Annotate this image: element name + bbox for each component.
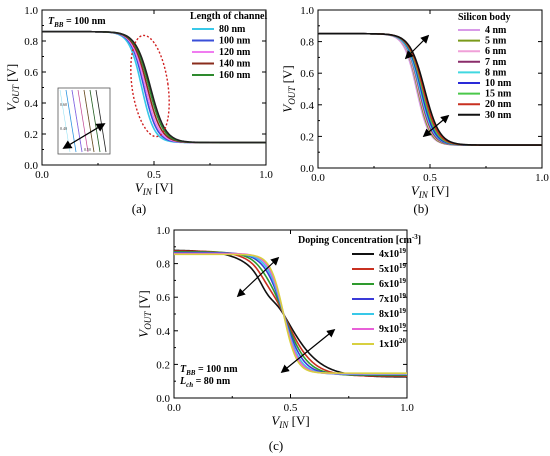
y-tick-label: 0.0 <box>24 160 38 172</box>
panel-label-b: (b) <box>413 201 428 216</box>
y-tick-label: 1.0 <box>156 225 170 237</box>
y-tick-label: 0.0 <box>156 393 170 405</box>
y-tick-label: 0.4 <box>24 98 38 110</box>
highlight-ellipse <box>130 34 170 138</box>
x-tick-label: 0.0 <box>35 169 49 181</box>
x-tick-label: 0.5 <box>284 402 298 414</box>
legend-label: 7 nm <box>485 57 507 68</box>
legend-title: Silicon body <box>458 12 511 23</box>
legend-label: 10 nm <box>485 78 512 89</box>
y-axis-label: VOUT [V] <box>280 65 297 112</box>
y-tick-label: 0.0 <box>300 163 314 175</box>
legend-label: 6x1019 <box>379 277 407 290</box>
y-axis-label: VOUT [V] <box>136 290 153 337</box>
legend-label: 20 nm <box>485 99 512 110</box>
legend-label: 15 nm <box>485 89 512 100</box>
legend-label: 6 nm <box>485 46 507 57</box>
y-tick-label: 0.2 <box>24 129 38 141</box>
plot-frame <box>317 9 543 169</box>
inset-tick-label: 0.40 <box>60 126 67 131</box>
x-tick-label: 0.0 <box>311 172 325 184</box>
legend-title: Doping Concentration [cm-3] <box>298 233 421 246</box>
inset-arrow <box>62 123 106 149</box>
legend-label: 5x1019 <box>379 262 407 275</box>
annotation-line: Lch = 80 nm <box>179 376 231 389</box>
legend-label: 4 nm <box>485 25 507 36</box>
inset-tick-label: 0.50 <box>84 147 91 152</box>
y-tick-label: 0.8 <box>24 36 38 48</box>
trend-arrow-bottom <box>280 328 336 374</box>
chart-panel-c: 0.0 0.5 1.0 0.0 0.2 0.4 0.6 0.8 1.0 VIN [V] VOUT [… <box>136 225 421 453</box>
inset-tick-label: 0.60 <box>60 102 67 107</box>
inset-zoom: 0.60 0.40 0.50 <box>57 87 111 155</box>
legend-label: 4x1019 <box>379 247 407 260</box>
x-tick-label: 0.0 <box>167 402 181 414</box>
trend-arrow-top <box>236 256 280 298</box>
legend-label: 30 nm <box>485 110 512 121</box>
legend-label: 1x1020 <box>379 337 407 350</box>
panel-label-a: (a) <box>132 201 146 216</box>
y-tick-label: 0.8 <box>300 37 314 49</box>
y-tick-label: 0.6 <box>300 68 314 80</box>
y-tick-label: 0.8 <box>156 259 170 271</box>
x-axis-label: VIN [V] <box>135 180 173 197</box>
legend-label: 8x1019 <box>379 307 407 320</box>
y-tick-label: 0.6 <box>24 67 38 79</box>
y-tick-label: 0.2 <box>300 131 314 143</box>
trend-arrow-top <box>404 34 430 60</box>
annotation-tbb: TBB = 100 nm <box>48 16 106 29</box>
y-tick-label: 1.0 <box>300 5 314 17</box>
series-line-extra <box>42 30 266 144</box>
y-tick-label: 0.6 <box>156 292 170 304</box>
legend-label: 160 nm <box>219 70 251 81</box>
legend-label: 80 nm <box>219 24 246 35</box>
legend-label: 120 nm <box>219 47 251 58</box>
x-axis-label: VIN [V] <box>271 413 309 430</box>
legend-label: 140 nm <box>219 59 251 70</box>
y-tick-label: 0.4 <box>300 100 314 112</box>
legend-label: 5 nm <box>485 36 507 47</box>
legend-label: 100 nm <box>219 36 251 47</box>
chart-panel-a: 0.0 0.5 1.0 0.0 0.2 0.4 0.6 0.8 1.0 VIN [V] VOUT [… <box>4 5 273 216</box>
y-tick-label: 1.0 <box>24 5 38 17</box>
y-tick-label: 0.4 <box>156 326 170 338</box>
legend-label: 8 nm <box>485 67 507 78</box>
legend-label: 9x1019 <box>379 322 407 335</box>
series-line-30-nm <box>318 32 542 146</box>
trend-arrow-bottom <box>422 114 450 138</box>
panel-label-c: (c) <box>269 438 283 453</box>
x-tick-label: 1.0 <box>535 172 549 184</box>
legend-title: Length of channel <box>190 11 267 22</box>
annotation-line: TBB = 100 nm <box>180 364 238 377</box>
x-tick-label: 1.0 <box>259 169 273 181</box>
legend-label: 7x1019 <box>379 292 407 305</box>
chart-panel-b: 0.0 0.5 1.0 0.0 0.2 0.4 0.6 0.8 1.0 VIN [V] VOUT [… <box>280 5 549 216</box>
inset-frame <box>57 87 111 155</box>
x-tick-label: 0.5 <box>423 172 437 184</box>
y-axis-label: VOUT [V] <box>4 64 21 111</box>
x-tick-label: 0.5 <box>147 169 161 181</box>
x-axis-label: VIN [V] <box>411 183 449 200</box>
x-tick-label: 1.0 <box>400 402 414 414</box>
y-tick-label: 0.2 <box>156 359 170 371</box>
